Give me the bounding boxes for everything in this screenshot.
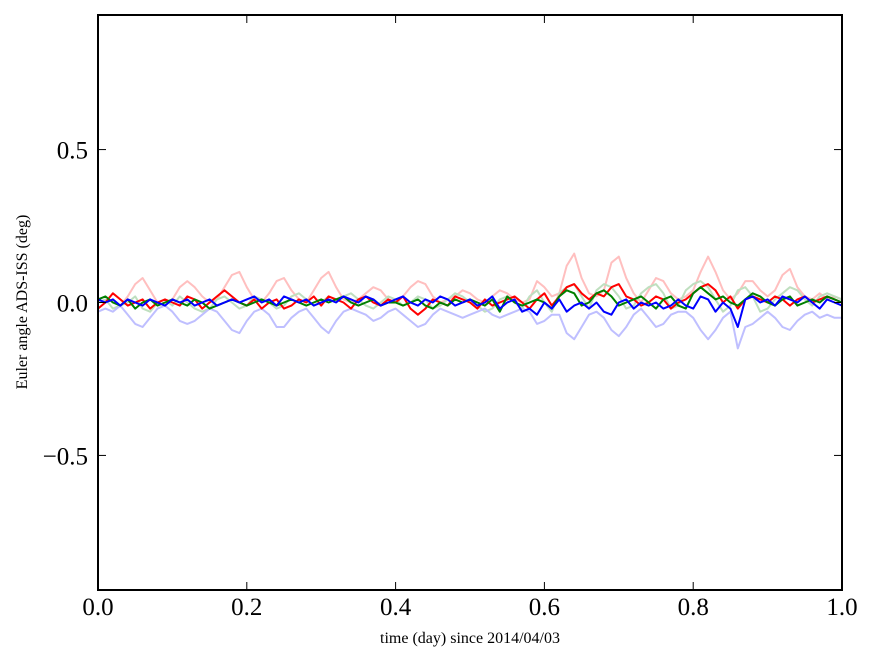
ticks: 0.0 0.2 0.4 0.6 0.8 1.0 0.5 0.0 −0.5	[43, 15, 858, 621]
x-axis-label: time (day) since 2014/04/03	[380, 630, 560, 647]
x-tick-label: 0.2	[231, 594, 262, 621]
x-tick-label: 0.0	[82, 594, 113, 621]
series-line-3	[97, 283, 843, 316]
y-tick-label: 0.0	[57, 291, 88, 318]
series-lines	[97, 252, 843, 350]
series-line-2	[97, 304, 842, 350]
y-tick-label: −0.5	[43, 443, 88, 470]
x-tick-label: 0.4	[380, 594, 412, 621]
x-tick-label: 0.6	[529, 594, 560, 621]
series-line-5	[97, 295, 843, 328]
x-tick-label: 0.8	[678, 594, 709, 621]
y-axis-label: Euler angle ADS-ISS (deg)	[14, 215, 31, 390]
x-tick-label: 1.0	[826, 594, 857, 621]
y-tick-label: 0.5	[57, 138, 88, 165]
